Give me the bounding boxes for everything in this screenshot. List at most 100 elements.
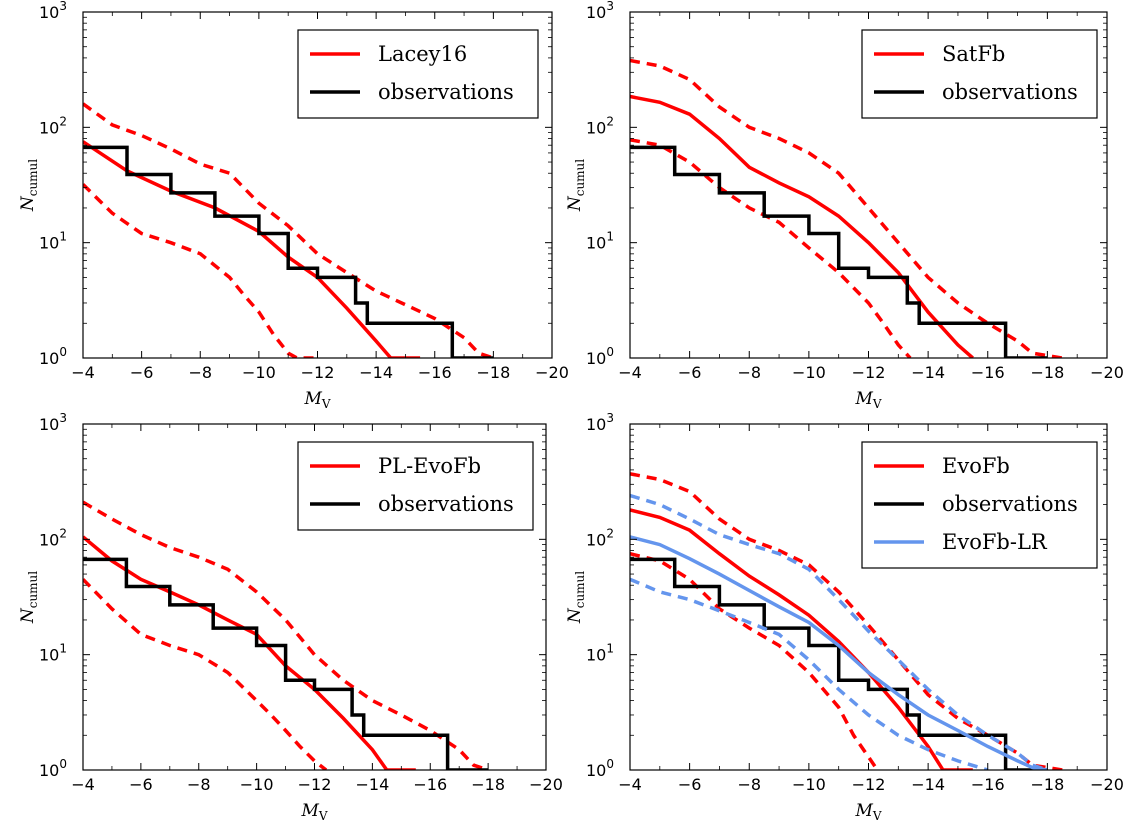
y-tick-label: 100 [586, 345, 614, 368]
legend: Lacey16 observations [297, 29, 539, 119]
chart-panel-1: −4 −6 −8 −10 −12 −14 −16 −18 −20 100 101 102 103 MV Nc… [18, 0, 569, 411]
x-tick-label: −8 [737, 363, 761, 382]
x-tick-label: −16 [971, 775, 1005, 794]
x-tick-label: −16 [418, 363, 452, 382]
legend: SatFb observations [861, 29, 1098, 119]
series-line-observations [630, 557, 1048, 770]
y-tick-label: 101 [586, 642, 614, 665]
x-tick-label: −6 [678, 775, 702, 794]
legend: EvoFb observations EvoFb-LR [861, 441, 1098, 569]
x-tick-label: −20 [529, 775, 563, 794]
x-tick-label: −18 [1030, 363, 1064, 382]
x-tick-label: −12 [301, 363, 335, 382]
x-tick-label: −16 [413, 775, 447, 794]
x-tick-label: −10 [240, 775, 274, 794]
x-axis-label: MV [854, 801, 881, 823]
x-tick-label: −12 [852, 363, 886, 382]
y-tick-label: 102 [586, 526, 614, 549]
legend-label: EvoFb-LR [942, 530, 1048, 554]
y-tick-label: 100 [586, 757, 614, 780]
y-tick-label: 102 [39, 526, 67, 549]
x-tick-label: −4 [618, 363, 642, 382]
plot-area [630, 472, 1063, 770]
x-tick-label: −14 [355, 775, 389, 794]
y-axis-label: Ncumul [18, 571, 40, 624]
x-tick-label: −10 [792, 363, 826, 382]
y-tick-label: 101 [39, 642, 67, 665]
x-tick-label: −12 [298, 775, 332, 794]
y-tick-label: 101 [39, 230, 67, 253]
x-tick-label: −6 [130, 363, 154, 382]
x-tick-label: −18 [1030, 775, 1064, 794]
x-tick-label: −10 [792, 775, 826, 794]
legend-label: SatFb [942, 42, 1005, 66]
legend: PL-EvoFb observations [297, 441, 534, 531]
x-tick-label: −14 [911, 775, 945, 794]
x-tick-label: −20 [1090, 775, 1124, 794]
chart-panel-4: −4 −6 −8 −10 −12 −14 −16 −18 −20 100 101 102 103 MV Nc… [565, 411, 1124, 823]
y-axis-label: Ncumul [18, 159, 40, 212]
series-line-band-1 [83, 102, 494, 358]
series-line-band-2 [630, 551, 879, 770]
series-line-satfb [630, 94, 974, 358]
y-tick-label: 103 [586, 411, 614, 434]
series-line-evofb [630, 508, 973, 770]
plot-area [83, 500, 489, 770]
x-axis-label: MV [300, 801, 327, 823]
y-axis-label: Ncumul [565, 571, 587, 624]
x-tick-label: −18 [471, 775, 505, 794]
chart-panel-3: −4 −6 −8 −10 −12 −14 −16 −18 −20 100 101 102 103 MV Nc… [18, 411, 563, 823]
legend-label: Lacey16 [378, 42, 467, 66]
x-tick-label: −14 [911, 363, 945, 382]
legend-box [297, 441, 534, 531]
plot-area [83, 102, 494, 358]
x-tick-label: −8 [187, 775, 211, 794]
y-tick-label: 103 [586, 0, 614, 22]
x-axis-label: MV [303, 389, 330, 411]
y-tick-label: 103 [39, 0, 67, 22]
y-tick-label: 103 [39, 411, 67, 434]
x-tick-label: −12 [852, 775, 886, 794]
y-tick-label: 101 [586, 230, 614, 253]
y-tick-label: 100 [39, 757, 67, 780]
series-line-observations [83, 145, 494, 358]
plot-area [630, 58, 1063, 358]
series-line-observations [83, 557, 489, 770]
x-tick-label: −14 [359, 363, 393, 382]
series-line-band-1 [630, 58, 1063, 358]
series-line-band-6 [630, 577, 989, 770]
x-tick-label: −8 [737, 775, 761, 794]
x-tick-label: −6 [678, 363, 702, 382]
chart-panel-2: −4 −6 −8 −10 −12 −14 −16 −18 −20 100 101 102 103 MV Nc… [565, 0, 1124, 411]
legend-box [297, 29, 539, 119]
legend-label: PL-EvoFb [378, 454, 481, 478]
x-tick-label: −10 [242, 363, 276, 382]
legend-label: observations [942, 80, 1078, 104]
x-axis-label: MV [854, 389, 881, 411]
x-tick-label: −20 [535, 363, 569, 382]
y-tick-label: 102 [586, 114, 614, 137]
series-line-band-5 [630, 493, 1048, 770]
series-line-band-2 [630, 138, 912, 358]
legend-label: observations [942, 492, 1078, 516]
x-tick-label: −6 [129, 775, 153, 794]
legend-label: EvoFb [942, 454, 1010, 478]
x-tick-label: −4 [71, 363, 95, 382]
legend-label: observations [378, 492, 514, 516]
series-line-evofb-lr [630, 535, 1048, 770]
legend-box [861, 29, 1098, 119]
series-line-band-2 [83, 183, 318, 358]
legend-label: observations [378, 80, 514, 104]
x-tick-label: −4 [71, 775, 95, 794]
series-line-band-2 [83, 578, 328, 770]
x-tick-label: −20 [1090, 363, 1124, 382]
y-tick-label: 100 [39, 345, 67, 368]
x-tick-label: −16 [971, 363, 1005, 382]
x-tick-label: −18 [476, 363, 510, 382]
x-tick-label: −4 [618, 775, 642, 794]
x-tick-label: −8 [188, 363, 212, 382]
y-tick-label: 102 [39, 114, 67, 137]
series-line-band-1 [83, 500, 489, 770]
series-line-observations [630, 145, 1048, 358]
